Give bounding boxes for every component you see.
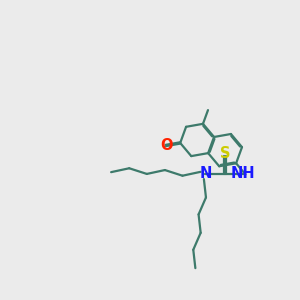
Text: O: O	[160, 138, 172, 153]
Text: NH: NH	[230, 166, 255, 181]
Text: S: S	[220, 146, 230, 161]
Text: N: N	[199, 166, 212, 181]
